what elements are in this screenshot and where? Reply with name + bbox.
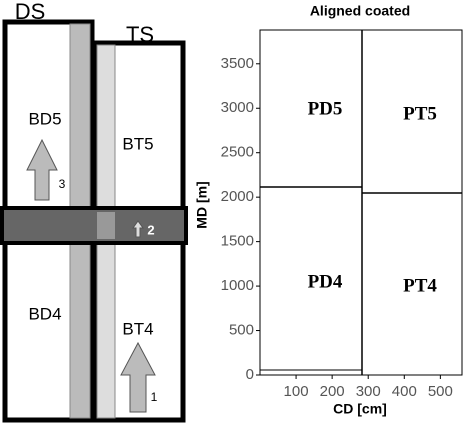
column-label: DS	[15, 0, 46, 24]
x-tick-label: 500	[428, 383, 453, 400]
y-tick-label: 2500	[221, 144, 254, 161]
arrow	[120, 341, 156, 413]
region-label: PD4	[308, 271, 343, 292]
arrow-number: 2	[147, 222, 154, 237]
band-strip	[97, 212, 115, 239]
arrow	[132, 220, 144, 238]
y-tick-label: 0	[246, 366, 254, 383]
stacking-diagram: DS TS BD5 BD4 BT5 BT4 3 2 1	[0, 0, 188, 423]
plot-frame	[259, 29, 463, 376]
zone-label: BT5	[122, 134, 153, 153]
zone-label: BD4	[28, 304, 61, 323]
y-tick-label: 500	[229, 322, 254, 339]
region-label: PT4	[403, 275, 437, 296]
map-plot: Aligned coated MD [m] CD [cm] PD5 PT5 PD…	[194, 3, 463, 417]
y-tick-label: 1500	[221, 233, 254, 250]
region-label: PT5	[403, 103, 437, 124]
y-tick-label: 3500	[221, 55, 254, 72]
x-tick-label: 100	[284, 383, 309, 400]
arrow	[26, 138, 58, 201]
zone-label: BD5	[28, 109, 61, 128]
overlap-band	[0, 206, 188, 245]
y-tick-label: 2000	[221, 188, 254, 205]
region-label: PD5	[308, 98, 343, 119]
x-tick-label: 400	[392, 383, 417, 400]
column-label: TS	[126, 22, 154, 47]
x-tick-label: 300	[356, 383, 381, 400]
x-tick-label: 200	[320, 383, 345, 400]
zone-label: BT4	[122, 319, 153, 338]
y-tick-label: 1000	[221, 277, 254, 294]
y-tick-label: 3000	[221, 99, 254, 116]
arrow-number: 3	[59, 177, 66, 191]
y-axis-label: MD [m]	[194, 181, 210, 228]
x-axis-label: CD [cm]	[333, 401, 387, 417]
arrow-number: 1	[151, 390, 158, 404]
plot-title: Aligned coated	[310, 3, 410, 19]
